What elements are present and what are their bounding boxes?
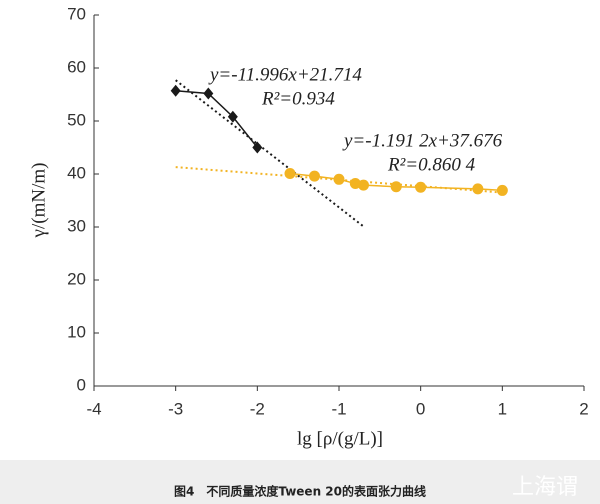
annotation: y=-11.996x+21.714: [208, 64, 362, 85]
annotation: R²=0.860 4: [387, 154, 476, 175]
marker: [203, 87, 214, 100]
marker: [415, 181, 427, 193]
watermark: 上海谓: [512, 475, 578, 500]
marker: [284, 167, 296, 179]
x-tick-label: 0: [416, 399, 425, 418]
marker: [390, 181, 402, 193]
y-tick-label: 50: [67, 110, 86, 129]
y-axis-label: γ/(mN/m): [28, 163, 49, 239]
y-tick-label: 40: [67, 163, 86, 182]
y-tick-label: 30: [67, 216, 86, 235]
marker: [496, 184, 508, 196]
marker: [333, 173, 345, 185]
x-tick-label: 2: [579, 399, 588, 418]
marker: [349, 178, 361, 190]
x-tick-label: -2: [250, 399, 265, 418]
y-tick-label: 20: [67, 269, 86, 288]
caption: 图4 不同质量浓度Tween 20的表面张力曲线: [174, 484, 426, 499]
y-tick-label: 0: [77, 375, 86, 394]
marker: [252, 141, 263, 154]
y-tick-label: 70: [67, 4, 86, 23]
x-tick-label: 1: [498, 399, 507, 418]
marker: [358, 179, 369, 191]
series-line: [175, 90, 258, 148]
x-axis-label: lg [ρ/(g/L)]: [297, 428, 383, 449]
marker: [472, 183, 484, 195]
x-tick-label: -4: [86, 399, 101, 418]
x-tick-label: -3: [168, 399, 183, 418]
x-tick-label: -1: [331, 399, 346, 418]
y-tick-label: 60: [67, 57, 86, 76]
marker: [170, 84, 181, 97]
marker: [309, 170, 320, 182]
caption-band: [0, 460, 600, 504]
annotation: R²=0.934: [261, 88, 335, 109]
annotation: y=-1.191 2x+37.676: [342, 130, 503, 151]
y-tick-label: 10: [67, 322, 86, 341]
marker: [227, 110, 238, 123]
